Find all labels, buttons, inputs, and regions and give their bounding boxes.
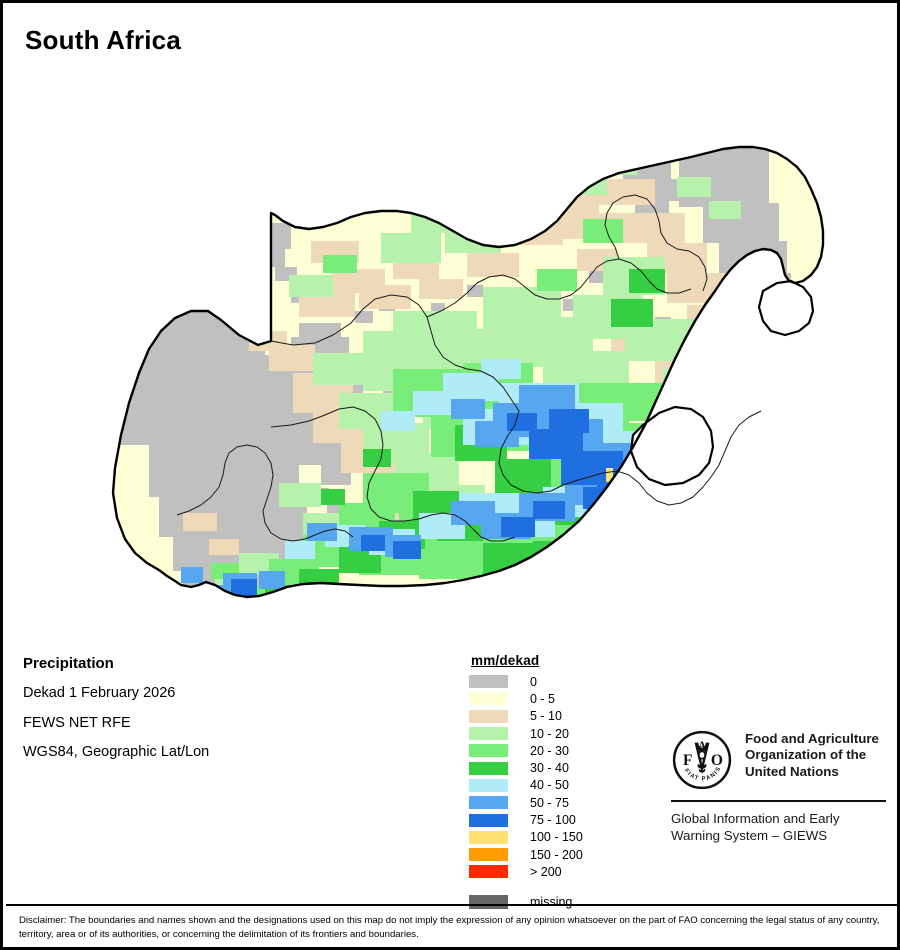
legend-swatch <box>469 692 508 706</box>
fao-org-line2: Organization of the <box>745 747 867 763</box>
info-period: Dekad 1 February 2026 <box>23 685 176 701</box>
legend-row[interactable]: 20 - 30 <box>469 742 583 759</box>
legend-swatch <box>469 761 508 775</box>
legend-row[interactable]: 100 - 150 <box>469 829 583 846</box>
legend-label: 5 - 10 <box>530 709 562 724</box>
map-svg <box>111 145 825 599</box>
giews-line2: Warning System – GIEWS <box>671 827 828 843</box>
legend-row[interactable]: 40 - 50 <box>469 777 583 794</box>
legend-label: 75 - 100 <box>530 813 576 828</box>
legend-row[interactable]: > 200 <box>469 863 583 880</box>
legend-row[interactable]: 75 - 100 <box>469 811 583 828</box>
legend-label-missing: missing <box>530 895 573 910</box>
disclaimer-text: Disclaimer: The boundaries and names sho… <box>19 915 880 940</box>
legend-swatch <box>469 830 508 844</box>
map-info-block: Precipitation Dekad 1 February 2026 FEWS… <box>23 656 209 760</box>
legend-label: 30 - 40 <box>530 761 569 776</box>
precipitation-map[interactable] <box>63 73 853 633</box>
country-outline <box>111 145 825 599</box>
legend-label: 150 - 200 <box>530 847 583 862</box>
legend-row[interactable]: 0 <box>469 673 583 690</box>
legend-label: 10 - 20 <box>530 726 569 741</box>
legend-row[interactable]: 10 - 20 <box>469 725 583 742</box>
legend-row[interactable]: 150 - 200 <box>469 846 583 863</box>
svg-text:F: F <box>683 752 692 769</box>
eswatini-enclave <box>757 279 815 337</box>
giews-line1: Global Information and Early <box>671 811 840 826</box>
legend-swatch <box>469 727 508 741</box>
legend-swatch <box>469 744 508 758</box>
legend-label: 0 - 5 <box>530 691 556 706</box>
map-legend: mm/dekad 0 0 - 5 5 - 10 10 - 20 20 - 30 … <box>469 653 583 911</box>
legend-label: 40 - 50 <box>530 778 569 793</box>
legend-swatch <box>469 709 508 723</box>
disclaimer-divider <box>6 904 897 906</box>
legend-swatch-missing <box>469 895 508 910</box>
fao-org-line3: United Nations <box>745 763 839 779</box>
legend-label: > 200 <box>530 864 562 879</box>
legend-title: mm/dekad <box>471 653 540 668</box>
raster-precipitation-grid <box>113 147 823 597</box>
legend-label: 50 - 75 <box>530 795 569 810</box>
lesotho-enclave <box>629 405 715 487</box>
svg-text:O: O <box>711 752 723 769</box>
fao-branding-block: F A O FIAT PANIS Food and Agriculture Or… <box>671 729 886 845</box>
info-source: FEWS NET RFE <box>23 714 131 731</box>
legend-row[interactable]: 5 - 10 <box>469 708 583 725</box>
legend-row[interactable]: 0 - 5 <box>469 690 583 707</box>
page-title: South Africa <box>25 25 182 55</box>
legend-label: 20 - 30 <box>530 743 569 758</box>
legend-label: 0 <box>530 674 537 689</box>
svg-text:A: A <box>698 740 706 752</box>
legend-swatch <box>469 848 508 862</box>
legend-row[interactable]: 30 - 40 <box>469 759 583 776</box>
legend-row[interactable]: 50 - 75 <box>469 794 583 811</box>
fao-org-line1: Food and Agriculture <box>745 731 879 746</box>
fao-logo-icon: F A O FIAT PANIS <box>672 730 732 790</box>
legend-swatch <box>469 865 508 879</box>
legend-swatch <box>469 778 508 792</box>
info-projection: WGS84, Geographic Lat/Lon <box>23 744 210 760</box>
province-boundaries <box>176 194 762 542</box>
legend-swatch <box>469 675 508 689</box>
legend-swatch <box>469 813 508 827</box>
fao-divider <box>671 800 886 802</box>
legend-row-missing[interactable]: missing <box>469 894 583 911</box>
info-variable: Precipitation <box>23 655 114 672</box>
legend-label: 100 - 150 <box>530 830 583 845</box>
legend-swatch <box>469 796 508 810</box>
